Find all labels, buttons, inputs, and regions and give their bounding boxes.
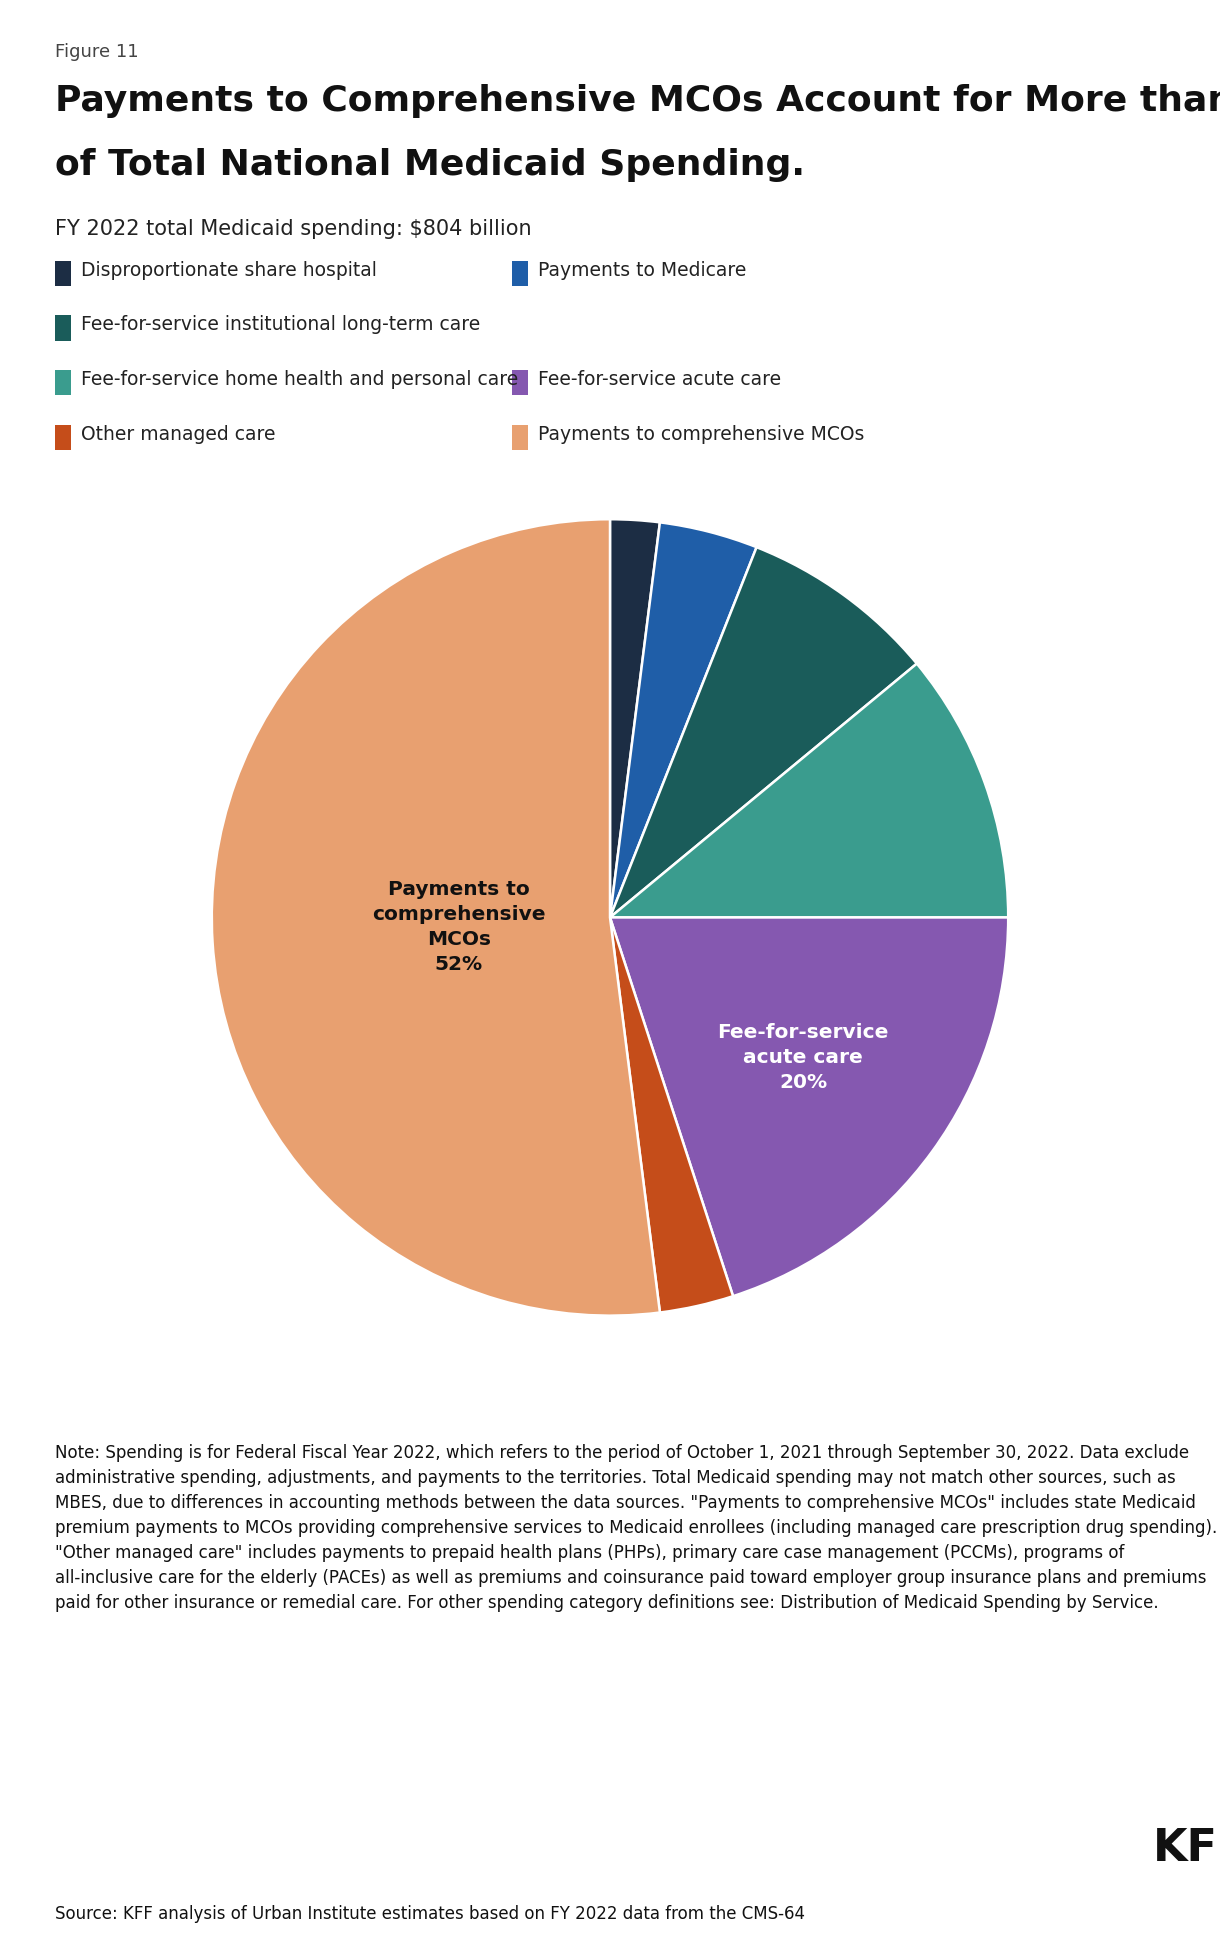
Text: FY 2022 total Medicaid spending: $804 billion: FY 2022 total Medicaid spending: $804 bi… [55, 219, 532, 238]
Text: Payments to Medicare: Payments to Medicare [538, 260, 747, 279]
Text: Payments to comprehensive MCOs: Payments to comprehensive MCOs [538, 424, 865, 443]
Text: Payments to
comprehensive
MCOs
52%: Payments to comprehensive MCOs 52% [372, 880, 545, 974]
Text: Other managed care: Other managed care [81, 424, 274, 443]
Wedge shape [610, 917, 733, 1312]
Text: Figure 11: Figure 11 [55, 43, 139, 61]
Text: of Total National Medicaid Spending.: of Total National Medicaid Spending. [55, 148, 805, 182]
Wedge shape [212, 519, 660, 1316]
Wedge shape [610, 547, 916, 917]
Text: Fee-for-service acute care: Fee-for-service acute care [538, 371, 781, 388]
Wedge shape [610, 519, 660, 917]
Text: KFF: KFF [1153, 1827, 1220, 1870]
Wedge shape [610, 664, 1008, 917]
Text: Fee-for-service institutional long-term care: Fee-for-service institutional long-term … [81, 316, 479, 334]
FancyBboxPatch shape [512, 260, 528, 285]
Text: Payments to Comprehensive MCOs Account for More than Half: Payments to Comprehensive MCOs Account f… [55, 84, 1220, 117]
Text: Fee-for-service home health and personal care: Fee-for-service home health and personal… [81, 371, 517, 388]
Wedge shape [610, 523, 756, 917]
FancyBboxPatch shape [512, 424, 528, 449]
FancyBboxPatch shape [55, 424, 71, 449]
Text: Fee-for-service
acute care
20%: Fee-for-service acute care 20% [717, 1023, 889, 1093]
FancyBboxPatch shape [55, 260, 71, 285]
Wedge shape [610, 917, 1008, 1296]
FancyBboxPatch shape [55, 314, 71, 340]
FancyBboxPatch shape [512, 369, 528, 394]
Text: Note: Spending is for Federal Fiscal Year 2022, which refers to the period of Oc: Note: Spending is for Federal Fiscal Yea… [55, 1444, 1218, 1612]
FancyBboxPatch shape [55, 369, 71, 394]
Text: Disproportionate share hospital: Disproportionate share hospital [81, 260, 377, 279]
Text: Source: KFF analysis of Urban Institute estimates based on FY 2022 data from the: Source: KFF analysis of Urban Institute … [55, 1905, 805, 1923]
